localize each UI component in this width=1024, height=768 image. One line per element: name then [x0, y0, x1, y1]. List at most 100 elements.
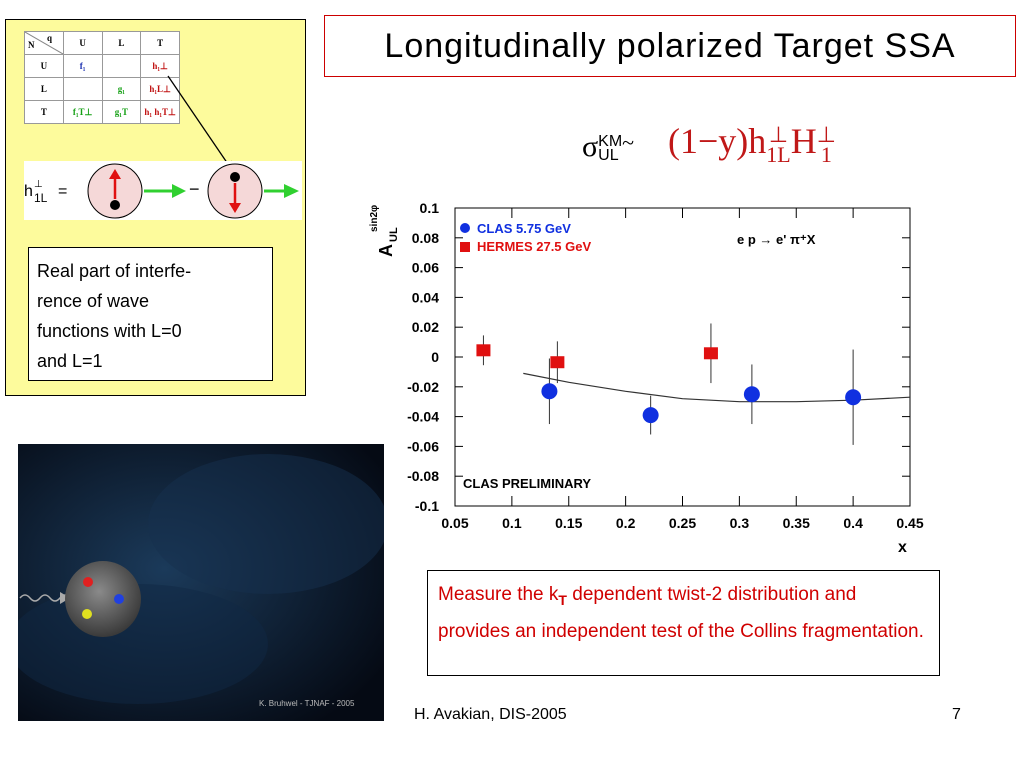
table-cell [62, 77, 103, 101]
formula-sup2: ⊥ [816, 121, 836, 147]
interference-line: and L=1 [37, 351, 103, 371]
sigma-symbol: σ [582, 130, 599, 163]
sigma-tilde: ~ [622, 130, 635, 155]
theory-curve [523, 372, 911, 403]
x-axis-label: x [898, 539, 907, 556]
state-diagram: h ⊥ 1L = − [24, 161, 302, 220]
x-tick-label: 0.45 [896, 515, 923, 531]
col-header: T [140, 31, 180, 55]
row-header: T [24, 100, 64, 124]
interference-line: Real part of interfe- [37, 261, 192, 281]
data-point-hermes [476, 344, 491, 357]
y-axis-label-sup: sin2φ [369, 205, 380, 232]
state-sup: ⊥ [34, 179, 43, 190]
footer-text: H. Avakian, DIS-2005 [414, 706, 567, 723]
formula-sup1: ⊥ [768, 121, 789, 147]
nebula-2 [18, 584, 268, 704]
y-tick-label: 0.08 [412, 230, 439, 246]
col-header: U [62, 31, 103, 55]
note-text-after: dependent twist-2 distribution and provi… [438, 584, 924, 642]
sigma-sub: UL [598, 147, 619, 165]
nucleon-illustration-graphic: K. Bruhwel - TJNAF - 2005 [18, 444, 384, 721]
interference-line: rence of wave [37, 291, 150, 311]
spin-arrowhead-down [229, 203, 241, 213]
formula-sub2: 1 [820, 141, 832, 167]
y-tick-label: -0.04 [407, 409, 439, 425]
y-tick-label: 0.06 [412, 260, 439, 276]
data-point-clas [743, 386, 760, 403]
formula-sub1: 1L [766, 141, 791, 167]
y-tick-label: -0.08 [407, 468, 439, 484]
note-text-before: Measure the k [438, 584, 559, 605]
x-tick-label: 0.05 [441, 515, 468, 531]
col-header: L [101, 31, 142, 55]
state-eq: = [58, 183, 67, 200]
pointer-arrow [167, 75, 234, 173]
green-arrowhead-2 [284, 184, 299, 198]
asymmetry-chart: -0.1 -0.08 -0.06 -0.04 -0.02 0 0.02 0.04 0.06 0.0… [369, 200, 924, 556]
x-tick-label: 0.4 [843, 515, 863, 531]
y-tick-label: 0.1 [420, 200, 440, 216]
formula-prefix: (1−y)h [668, 121, 767, 161]
y-tick-label: 0 [431, 349, 439, 365]
distribution-table: N q U L T U f₁ h₁⊥ L g₁ h₁L⊥ T f₁T⊥ g₁T … [24, 31, 180, 124]
y-tick-label: -0.02 [407, 379, 439, 395]
legend-marker-clas [460, 223, 470, 233]
x-tick-label: 0.3 [730, 515, 750, 531]
state-diagram-graphic: h ⊥ 1L = − [24, 163, 299, 219]
y-tick-label: 0.02 [412, 319, 439, 335]
formula: (1−y)h ⊥ 1L H ⊥ 1 [668, 120, 836, 165]
table-cell: g₁T [101, 100, 142, 124]
interference-line: functions with L=0 [37, 321, 182, 341]
reaction-label: e p → e' π⁺X [737, 232, 816, 247]
legend-marker-hermes [460, 242, 470, 252]
table-cell: f₁T⊥ [62, 100, 103, 124]
data-point-clas [642, 407, 659, 424]
y-axis-label: A [376, 244, 396, 257]
page-title: Longitudinally polarized Target SSA [324, 15, 1016, 77]
state-minus: − [189, 179, 200, 199]
table-cell: h₁ h₁T⊥ [140, 100, 180, 124]
y-tick-label: 0.04 [412, 289, 439, 305]
x-tick-label: 0.15 [555, 515, 582, 531]
image-credit: K. Bruhwel - TJNAF - 2005 [259, 699, 355, 708]
spin-arrowhead-up [109, 169, 121, 179]
data-point-hermes [703, 347, 718, 360]
data-point-clas [541, 383, 558, 400]
y-tick-label: -0.06 [407, 438, 439, 454]
corner-q-label: q [47, 33, 53, 43]
x-tick-label: 0.25 [669, 515, 696, 531]
row-header: L [24, 77, 64, 101]
data-point-hermes [550, 356, 565, 369]
x-tick-label: 0.35 [783, 515, 810, 531]
formula-mid: H [790, 121, 817, 161]
table-cell: f₁ [62, 54, 103, 78]
note-kt-sub: T [558, 591, 567, 608]
sigma-expression: σ KM UL ~ [582, 130, 634, 164]
corner-n-label: N [28, 40, 35, 50]
data-point-clas [845, 389, 862, 406]
quark-dot-1 [110, 200, 120, 210]
quark-blue [114, 594, 124, 604]
corner-diagonal [25, 32, 63, 54]
state-sub: 1L [34, 191, 48, 205]
interference-text-box: Real part of interfe- rence of wave func… [28, 247, 273, 381]
x-tick-label: 0.2 [616, 515, 636, 531]
nebula-1 [148, 454, 384, 594]
state-lhs: h [24, 183, 33, 200]
legend-label-hermes: HERMES 27.5 GeV [477, 239, 591, 254]
note-box: Measure the kT dependent twist-2 distrib… [427, 570, 940, 676]
nucleon-sphere [65, 561, 141, 637]
x-tick-label: 0.1 [502, 515, 522, 531]
table-cell: g₁ [101, 77, 142, 101]
table-cell: h₁L⊥ [140, 77, 180, 101]
table-corner: N q [24, 31, 64, 55]
quark-red [83, 577, 93, 587]
photon-arrowhead [60, 592, 70, 604]
sigma-sup: KM [598, 133, 623, 151]
table-cell [101, 54, 142, 78]
y-tick-label: -0.1 [415, 498, 439, 514]
y-axis-label-sub: UL [388, 227, 400, 242]
quark-yellow [82, 609, 92, 619]
nucleon-illustration: K. Bruhwel - TJNAF - 2005 [18, 444, 384, 721]
